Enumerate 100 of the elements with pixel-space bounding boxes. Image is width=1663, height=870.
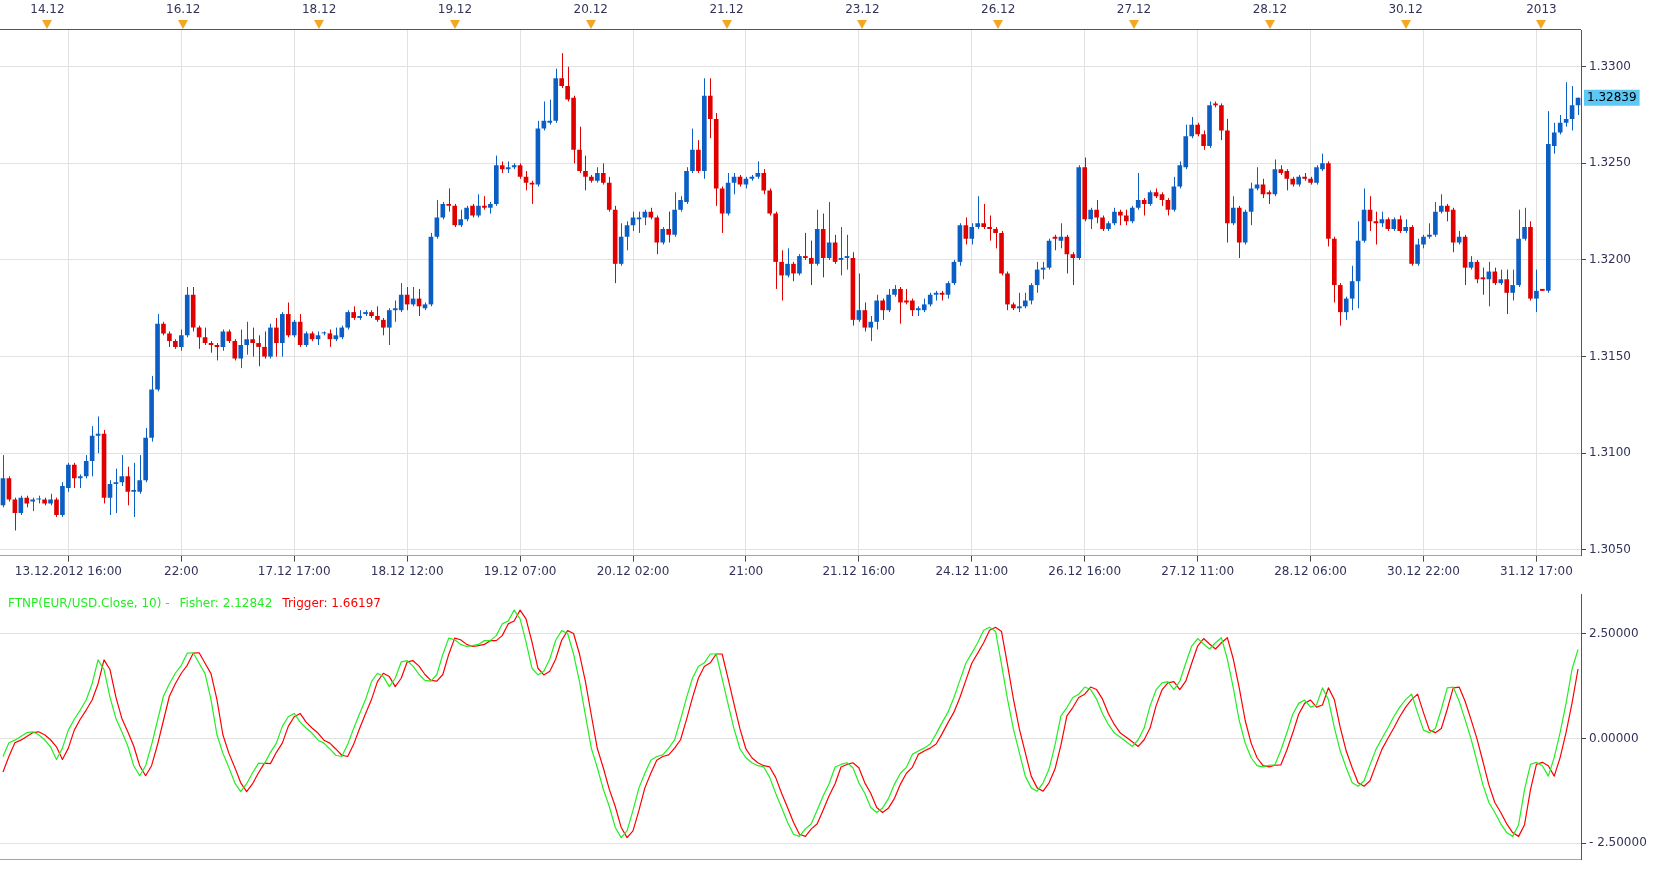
text: 2013 [1526,2,1557,17]
candlestick [1439,193,1444,215]
text: 16.12 [166,2,201,17]
candlestick [452,203,458,228]
x-tick-label: 28.12 06:00 [1274,563,1347,578]
candlestick [981,203,986,230]
candlestick [862,301,868,332]
candlestick [975,195,981,230]
candlestick [446,187,452,213]
candlestick [559,52,565,89]
y-tick-label: 1.3300 [1589,58,1631,73]
candlestick [1248,182,1254,226]
candlestick [993,226,998,249]
x-tick-label: 26.12 16:00 [1048,563,1122,578]
text: 21.12 [709,2,744,17]
candlestick [1427,222,1432,240]
candlestick [880,298,885,321]
y-tick-label: - 2.50000 [1589,835,1647,850]
candlestick [600,162,606,186]
candlestick [779,249,784,302]
candlestick [83,454,89,479]
candlestick [1415,238,1420,267]
text: 19.12 [437,2,473,17]
candlestick [886,288,891,313]
candlestick [262,330,267,359]
text: 26.12 [981,2,1016,17]
candlestick [1433,201,1438,238]
x-tick-label: 22:00 [164,563,199,578]
candlestick [666,211,671,244]
candlestick [178,329,184,352]
candlestick [809,240,814,286]
candlestick [987,215,992,242]
candlestick [274,317,279,358]
x-tick-label: 20.12 02:00 [596,563,670,578]
y-tick-label: 1.3100 [1589,445,1631,460]
candlestick [1088,207,1093,230]
candlestick [125,466,131,506]
candlestick [285,301,291,338]
x-tick-label: 19.12 07:00 [483,563,557,578]
candlestick [54,497,59,518]
candlestick [1028,282,1034,305]
text: 23.12 [845,2,880,17]
x-tick-label: 31.12 17:00 [1500,563,1573,578]
candlestick [577,126,582,174]
y-tick-label: 0.00000 [1589,730,1639,745]
candlestick [387,307,392,346]
y-tick-label: 2.50000 [1589,626,1639,641]
candlestick [1135,172,1141,211]
candlestick [690,128,695,174]
x-tick-label: 27.12 11:00 [1161,563,1235,578]
candlestick [256,334,261,367]
candlestick [1522,207,1527,242]
text: 27.12 [1116,2,1152,17]
candlestick [696,139,701,174]
text: 1.32839 [1587,89,1637,104]
candlestick [969,222,975,245]
x-tick-label: 17.12 17:00 [257,563,331,578]
candlestick [1017,292,1022,313]
candlestick [761,168,767,195]
candlestick [1230,195,1236,226]
x-tick-label: 30.12 22:00 [1387,563,1460,578]
text: 18.12 [301,2,337,17]
candlestick [791,261,796,282]
text: 14.12 [30,2,65,17]
x-tick-label: 18.12 12:00 [370,563,444,578]
y-tick-label: 1.3050 [1589,541,1631,556]
text: Trigger: 1.66197 [281,596,381,611]
y-tick-label: 1.3150 [1589,348,1631,363]
y-tick-label: 1.3250 [1589,155,1631,170]
candlestick [868,315,874,342]
candlestick [250,327,255,358]
x-tick-label: 13.12.2012 16:00 [14,563,122,578]
candlestick [1557,114,1563,135]
candlestick [797,253,802,276]
candlestick [72,462,77,489]
x-tick-label: 24.12 11:00 [935,563,1009,578]
candlestick [1201,129,1206,151]
candlestick [785,247,790,278]
candlestick [707,77,713,139]
candlestick [476,193,481,218]
candlestick [1343,296,1349,321]
candlestick [1094,199,1099,224]
candlestick [1510,269,1515,302]
text: 20.12 [573,2,608,17]
text: Fisher: 2.12842 [179,596,273,611]
candlestick [767,187,773,217]
candlestick [874,294,880,331]
chart-title: FTNP(EUR/USD.Close, 10) - [8,596,170,611]
candlestick [1534,269,1539,313]
text: 30.12 [1388,2,1423,17]
text: 28.12 [1252,2,1288,17]
candlestick [583,155,588,191]
candlestick [345,309,351,331]
candlestick [1504,269,1510,315]
candlestick [238,329,244,369]
candlestick [803,232,808,261]
y-tick-label: 1.3200 [1589,252,1631,267]
candlestick [1189,116,1195,139]
x-tick-label: 21.12 16:00 [822,563,896,578]
x-tick-label: 21:00 [728,563,764,578]
